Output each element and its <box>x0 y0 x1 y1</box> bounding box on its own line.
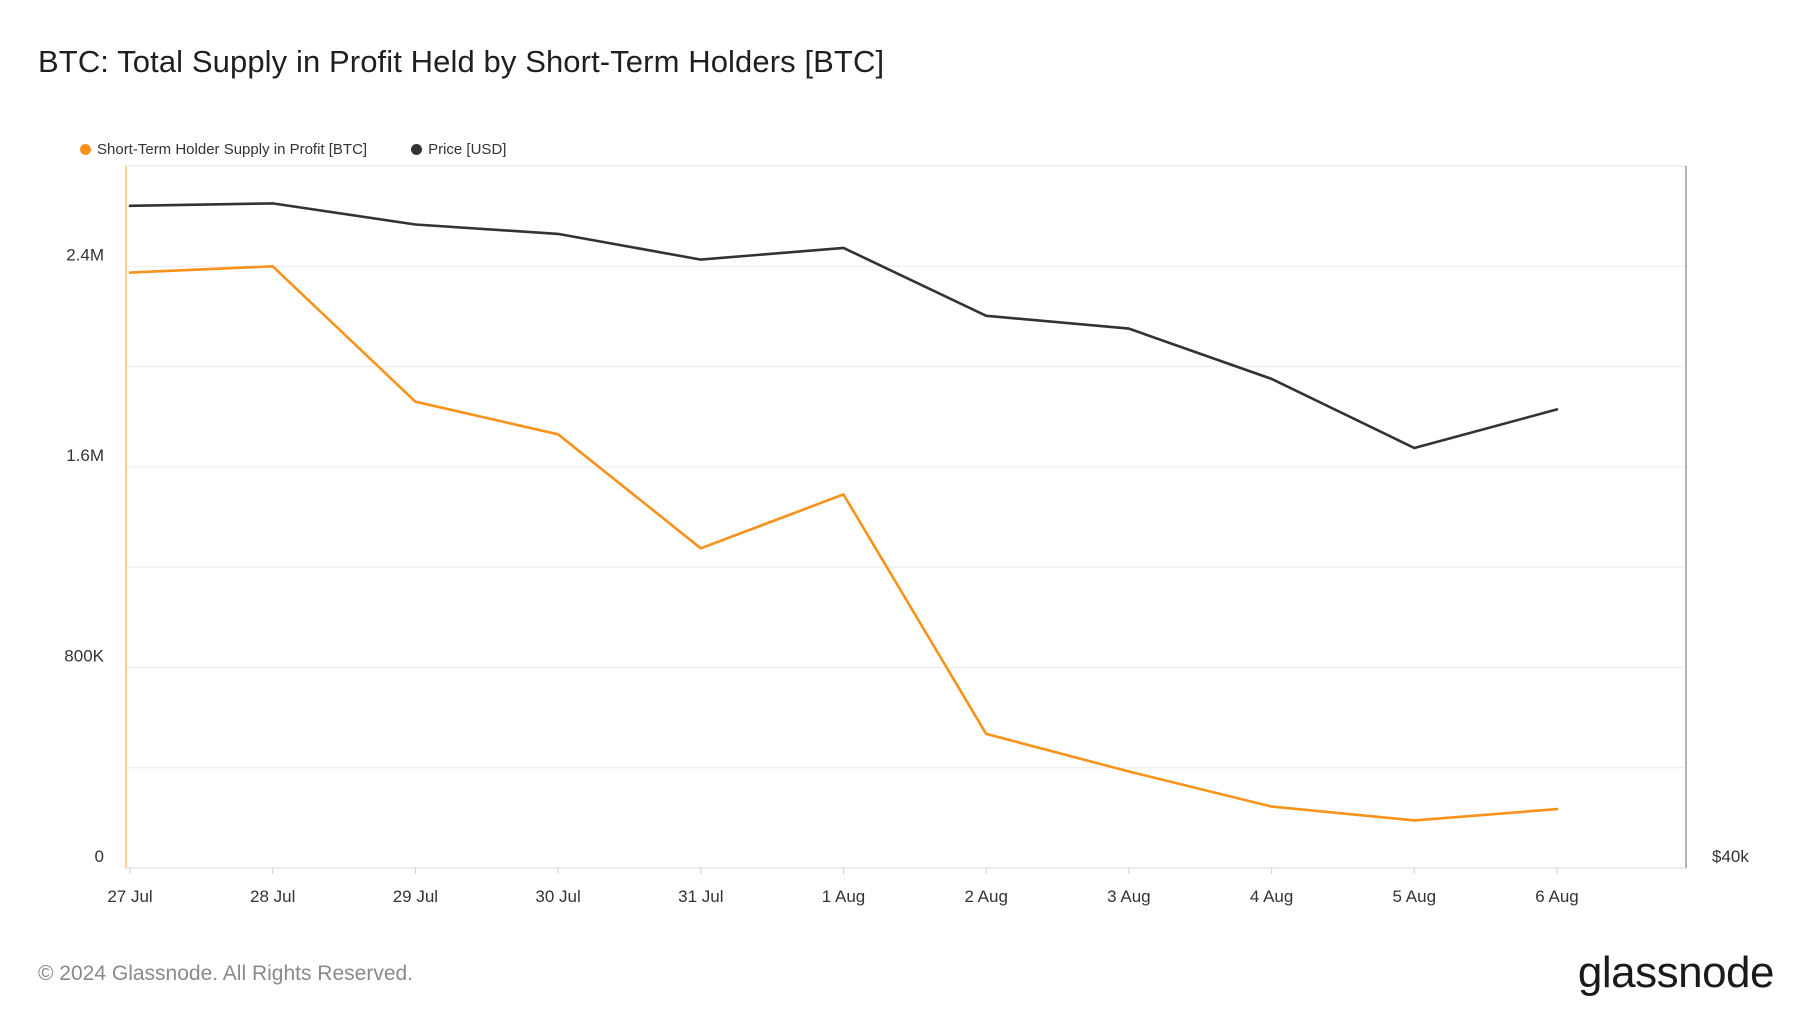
x-tick-label: 6 Aug <box>1535 887 1579 906</box>
price-line <box>128 202 1559 450</box>
legend-label-supply: Short-Term Holder Supply in Profit [BTC] <box>97 141 368 158</box>
legend-dot-price <box>411 144 423 155</box>
y-right-tick-label: $40k <box>1712 847 1749 866</box>
x-tick-label: 31 Jul <box>678 887 723 906</box>
copyright-footer: © 2024 Glassnode. All Rights Reserved. <box>38 962 414 985</box>
x-tick-label: 29 Jul <box>393 887 438 906</box>
supply-in-profit-line <box>128 264 1559 822</box>
plot-frame <box>125 165 1687 869</box>
y-left-tick-label: 2.4M <box>66 245 104 264</box>
legend-label-price: Price [USD] <box>428 141 507 158</box>
x-tick-label: 4 Aug <box>1250 887 1294 906</box>
legend-item-supply[interactable]: Short-Term Holder Supply in Profit [BTC] <box>80 141 367 158</box>
y-left-tick-label: 800K <box>64 646 104 665</box>
legend-item-price[interactable]: Price [USD] <box>411 141 506 158</box>
x-tick-label: 1 Aug <box>822 887 866 906</box>
x-tick-label: 5 Aug <box>1393 887 1437 906</box>
chart-title: BTC: Total Supply in Profit Held by Shor… <box>38 44 885 79</box>
y-left-tick-label: 1.6M <box>66 446 104 465</box>
x-tick-label: 28 Jul <box>250 887 295 906</box>
legend-dot-supply <box>80 144 91 155</box>
x-tick-label: 3 Aug <box>1107 887 1151 906</box>
line-chart: 0 800K 1.6M 2.4M $40k 27 Jul 28 Jul 29 Jul 30 Ju… <box>64 165 1749 906</box>
chart-legend: Short-Term Holder Supply in Profit [BTC]… <box>80 141 506 158</box>
x-tick-label: 30 Jul <box>535 887 580 906</box>
glassnode-logo: glassnode <box>1577 948 1775 997</box>
y-left-tick-label: 0 <box>95 847 104 866</box>
x-tick-label: 27 Jul <box>107 887 152 906</box>
x-tick-label: 2 Aug <box>964 887 1008 906</box>
